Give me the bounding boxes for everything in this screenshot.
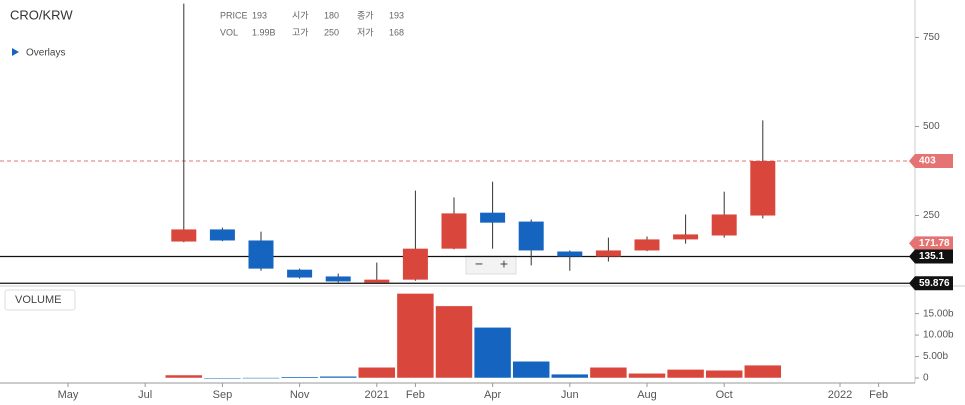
x-tick-label: Feb: [406, 389, 425, 401]
info-name: 저가: [357, 27, 374, 37]
v-tick-label: 10.00b: [923, 330, 954, 341]
info-value: 250: [324, 27, 339, 37]
volume-bar: [589, 367, 628, 379]
volume-bar: [744, 364, 782, 379]
x-tick-label: Jul: [138, 389, 152, 401]
info-name: VOL: [220, 27, 238, 37]
v-tick-label: 0: [923, 373, 929, 384]
candle-body: [171, 229, 197, 242]
candle-body: [750, 161, 776, 216]
overlays-icon[interactable]: [12, 48, 19, 56]
candle-body: [711, 214, 737, 236]
candle-body: [441, 213, 467, 249]
info-name: PRICE: [220, 10, 248, 20]
zoom-controls: [465, 255, 517, 275]
volume-bar: [666, 369, 705, 379]
chart-title: CRO/KRW: [10, 7, 73, 22]
candle-body: [634, 239, 660, 251]
info-value: 180: [324, 10, 339, 20]
volume-label-box: [4, 289, 76, 311]
price-flag: [909, 249, 953, 264]
info-name: 고가: [292, 27, 309, 37]
volume-bar: [203, 377, 242, 380]
x-tick-label: Sep: [213, 389, 233, 401]
price-flag-label: 403: [919, 156, 936, 167]
candle-body: [595, 250, 621, 257]
overlays-button[interactable]: Overlays: [26, 48, 65, 59]
candle-body: [557, 251, 583, 257]
price-flag: [909, 276, 953, 291]
x-tick-label: Oct: [716, 389, 733, 401]
volume-bar: [280, 376, 319, 379]
volume-bar: [435, 305, 473, 379]
x-tick-label: May: [58, 389, 79, 401]
candle-body: [402, 248, 428, 280]
candle-body: [673, 234, 699, 240]
candle-body: [364, 279, 390, 283]
x-tick-label: 2022: [828, 389, 852, 401]
volume-bar: [396, 293, 435, 379]
price-flag-label: 135.1: [919, 251, 944, 262]
price-flag: [909, 154, 953, 169]
volume-bar: [473, 327, 512, 379]
info-value: 193: [252, 10, 267, 20]
v-tick-label: 15.00b: [923, 308, 954, 319]
volume-bar: [358, 367, 396, 379]
candle-body: [325, 276, 351, 282]
info-value: 168: [389, 27, 404, 37]
y-tick-label: 500: [923, 121, 940, 132]
volume-bar: [551, 373, 589, 379]
x-tick-label: Feb: [869, 389, 888, 401]
candle-body: [480, 212, 506, 223]
x-tick-label: Aug: [637, 389, 657, 401]
y-tick-label: 750: [923, 32, 940, 43]
zoom-in[interactable]: +: [500, 256, 508, 272]
price-flag-label: 59.876: [919, 278, 950, 289]
x-tick-label: Nov: [290, 389, 310, 401]
info-value: 193: [389, 10, 404, 20]
volume-label: VOLUME: [15, 294, 61, 306]
x-tick-label: Apr: [484, 389, 501, 401]
volume-bar: [512, 361, 550, 379]
x-tick-label: Jun: [561, 389, 579, 401]
price-flag-label: 171.78: [919, 238, 950, 249]
candle-body: [287, 269, 313, 278]
x-tick-label: 2021: [365, 389, 389, 401]
y-tick-label: 250: [923, 210, 940, 221]
info-name: 시가: [292, 10, 309, 20]
volume-bar: [242, 377, 280, 379]
volume-bar: [165, 374, 203, 379]
volume-bar: [628, 373, 666, 379]
candle-body: [209, 229, 235, 241]
v-tick-label: 5.00b: [923, 351, 948, 362]
info-value: 1.99B: [252, 27, 276, 37]
candle-body: [518, 221, 544, 251]
volume-bar: [705, 370, 743, 379]
volume-bar: [319, 376, 357, 379]
info-name: 종가: [357, 10, 374, 20]
zoom-out[interactable]: −: [475, 256, 483, 272]
candle-body: [248, 240, 274, 269]
price-flag: [909, 236, 953, 251]
